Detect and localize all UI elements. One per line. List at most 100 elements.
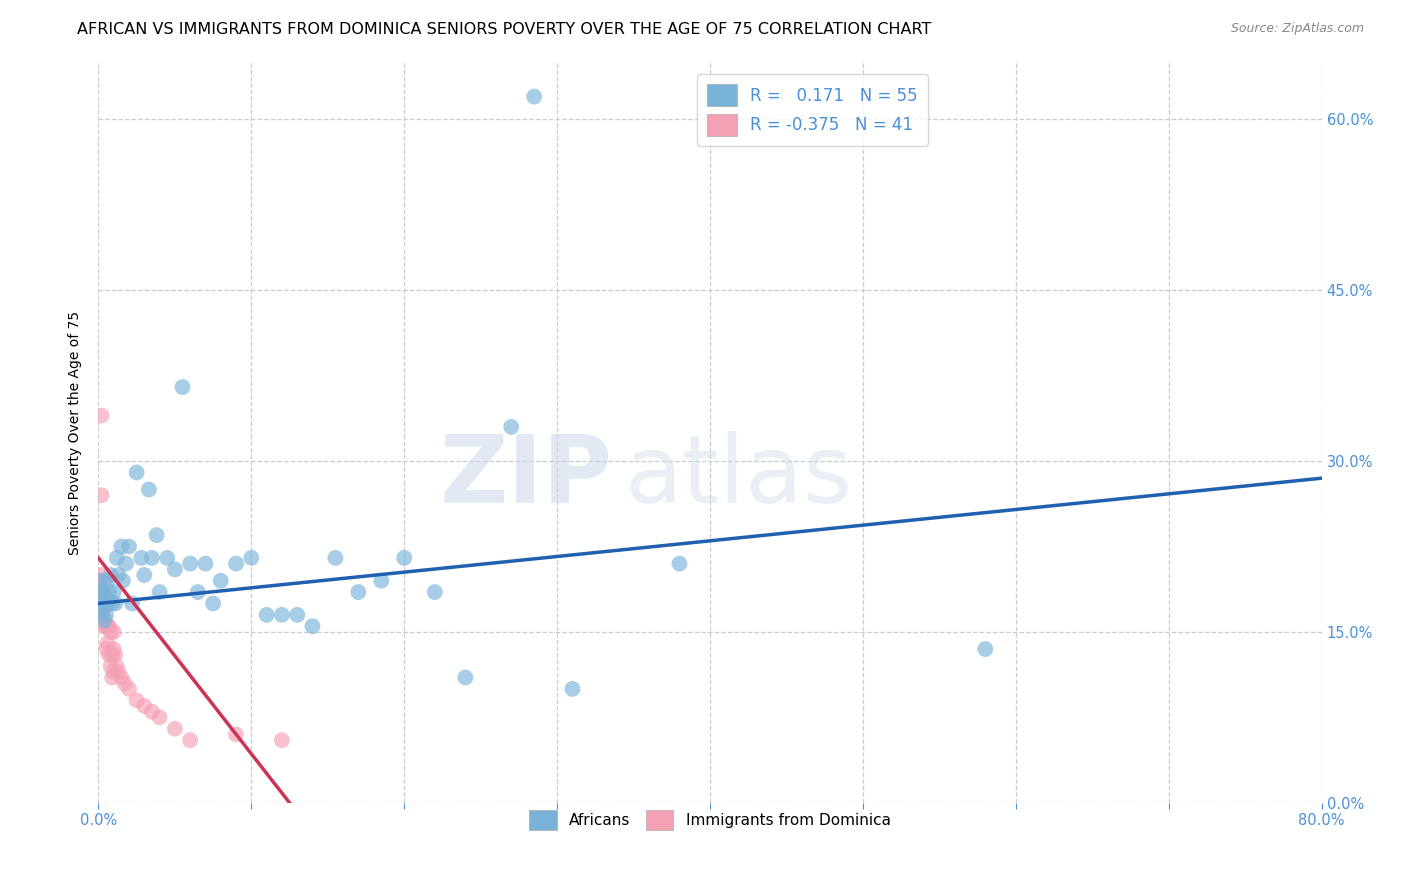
Point: [91, 597, 114, 611]
Point: [103, 642, 125, 657]
Point: [129, 550, 152, 565]
Point: [104, 597, 127, 611]
Point: [141, 705, 163, 719]
Point: [134, 568, 156, 582]
Point: [121, 597, 143, 611]
Point: [194, 557, 217, 571]
Point: [94, 591, 117, 605]
Point: [163, 722, 186, 736]
Point: [202, 597, 225, 611]
Point: [370, 574, 392, 588]
Point: [134, 698, 156, 713]
Point: [89, 597, 111, 611]
Point: [501, 420, 523, 434]
Point: [100, 659, 122, 673]
Point: [423, 585, 446, 599]
Point: [90, 409, 112, 423]
Point: [118, 540, 141, 554]
Text: AFRICAN VS IMMIGRANTS FROM DOMINICA SENIORS POVERTY OVER THE AGE OF 75 CORRELATI: AFRICAN VS IMMIGRANTS FROM DOMINICA SENI…: [77, 22, 932, 37]
Point: [225, 557, 247, 571]
Point: [112, 676, 135, 690]
Point: [103, 665, 125, 679]
Text: ZIP: ZIP: [439, 431, 612, 523]
Point: [256, 607, 278, 622]
Point: [94, 597, 117, 611]
Point: [89, 607, 111, 622]
Point: [105, 659, 128, 673]
Point: [94, 607, 117, 622]
Point: [325, 550, 347, 565]
Legend: Africans, Immigrants from Dominica: Africans, Immigrants from Dominica: [523, 804, 897, 836]
Point: [392, 550, 416, 565]
Point: [668, 557, 690, 571]
Point: [98, 648, 121, 662]
Point: [107, 568, 129, 582]
Point: [454, 671, 477, 685]
Point: [104, 648, 127, 662]
Point: [285, 607, 308, 622]
Point: [93, 597, 115, 611]
Point: [90, 568, 112, 582]
Point: [209, 574, 232, 588]
Point: [141, 550, 163, 565]
Point: [93, 597, 115, 611]
Point: [187, 585, 209, 599]
Point: [97, 597, 120, 611]
Point: [100, 568, 122, 582]
Point: [90, 597, 112, 611]
Point: [179, 733, 201, 747]
Point: [111, 574, 134, 588]
Point: [91, 602, 114, 616]
Point: [149, 585, 172, 599]
Point: [163, 562, 186, 576]
Point: [240, 550, 263, 565]
Point: [172, 380, 194, 394]
Y-axis label: Seniors Poverty Over the Age of 75: Seniors Poverty Over the Age of 75: [69, 310, 83, 555]
Point: [270, 733, 292, 747]
Point: [100, 624, 122, 639]
Point: [101, 597, 124, 611]
Point: [347, 585, 370, 599]
Point: [90, 585, 112, 599]
Point: [179, 557, 201, 571]
Point: [125, 693, 148, 707]
Point: [89, 574, 111, 588]
Point: [105, 550, 128, 565]
Point: [145, 528, 167, 542]
Point: [101, 671, 124, 685]
Point: [91, 585, 114, 599]
Point: [115, 557, 138, 571]
Point: [90, 488, 112, 502]
Point: [93, 614, 115, 628]
Point: [91, 607, 114, 622]
Point: [149, 710, 172, 724]
Point: [110, 540, 132, 554]
Point: [97, 574, 120, 588]
Point: [103, 624, 125, 639]
Text: atlas: atlas: [624, 431, 852, 523]
Point: [97, 619, 120, 633]
Point: [89, 585, 111, 599]
Point: [138, 483, 160, 497]
Point: [523, 89, 546, 103]
Text: Source: ZipAtlas.com: Source: ZipAtlas.com: [1230, 22, 1364, 36]
Point: [93, 619, 115, 633]
Point: [225, 727, 247, 741]
Point: [89, 574, 111, 588]
Point: [118, 681, 141, 696]
Point: [110, 671, 132, 685]
Point: [107, 665, 129, 679]
Point: [98, 619, 121, 633]
Point: [93, 574, 115, 588]
Point: [94, 642, 117, 657]
Point: [301, 619, 323, 633]
Point: [270, 607, 292, 622]
Point: [91, 585, 114, 599]
Point: [101, 648, 124, 662]
Point: [98, 585, 121, 599]
Point: [156, 550, 179, 565]
Point: [974, 642, 997, 657]
Point: [94, 619, 117, 633]
Point: [97, 636, 120, 650]
Point: [103, 585, 125, 599]
